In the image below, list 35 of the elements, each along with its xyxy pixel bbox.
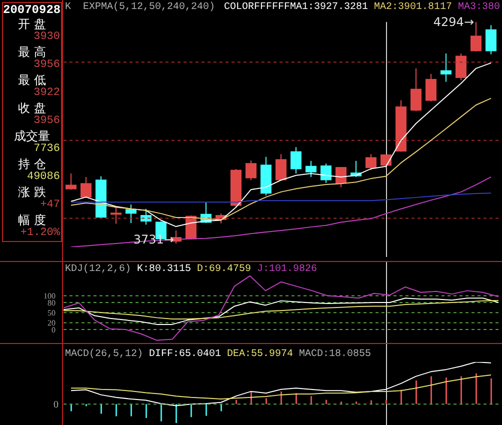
text: 3922 bbox=[32, 87, 60, 100]
text: MA3:380 bbox=[456, 2, 500, 13]
y-tick-label: 80 bbox=[48, 298, 56, 308]
text: 3930 bbox=[32, 31, 60, 44]
y-tick-label: 20 bbox=[48, 318, 56, 328]
annotation: 4294→ bbox=[433, 15, 474, 29]
text: 成交量 bbox=[13, 129, 51, 143]
series-label: J:101.9826 bbox=[256, 264, 318, 275]
text: K:80.3115 bbox=[136, 264, 192, 275]
text: 持 仓 bbox=[17, 157, 47, 171]
chart-title: MACD(26,5,12) bbox=[65, 349, 144, 360]
text: 最 低 bbox=[17, 73, 47, 87]
text: DEA:55.9974 bbox=[226, 349, 294, 360]
text: 7736 bbox=[32, 143, 60, 156]
y-tick-label: 100 bbox=[44, 292, 56, 301]
text: 开 盘 bbox=[17, 17, 47, 31]
text: 幅 度 bbox=[17, 213, 47, 227]
text: +1.20% bbox=[19, 227, 60, 240]
y-tick-label: 0 bbox=[52, 325, 56, 334]
chart-title: KDJ(12,2,6) bbox=[65, 264, 132, 275]
chart-title: K EXPMA(5,12,50,240,240) bbox=[65, 2, 216, 13]
text: 最 高 bbox=[17, 45, 47, 59]
text: COLORFFFFFFMA1:3927.3281 bbox=[222, 2, 368, 13]
text: 3956 bbox=[32, 59, 60, 72]
text: 涨 跌 bbox=[17, 185, 47, 199]
text: 3956 bbox=[32, 115, 60, 128]
y-tick-label: 50 bbox=[48, 308, 56, 318]
text: 49086 bbox=[26, 171, 60, 184]
text: DIFF:65.0401 bbox=[148, 349, 222, 360]
text: D:69.4759 bbox=[196, 264, 252, 275]
text: 收 盘 bbox=[17, 101, 47, 115]
text: MACD:18.0855 bbox=[298, 349, 372, 360]
text: MA2:3901.8117 bbox=[372, 2, 452, 13]
text: +47 bbox=[39, 199, 60, 212]
text: 20070928 bbox=[3, 3, 61, 17]
